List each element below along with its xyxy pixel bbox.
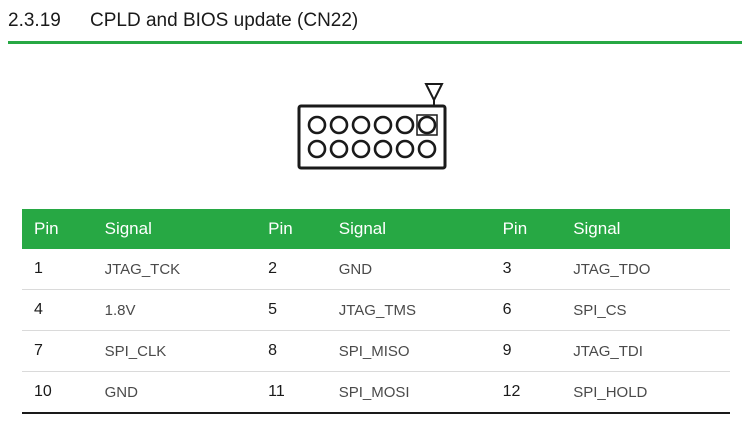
pin-number: 3: [490, 249, 562, 290]
pin1-indicator: [416, 114, 438, 136]
pin-signal: SPI_HOLD: [561, 371, 730, 414]
table-row: 7 SPI_CLK 8 SPI_MISO 9 JTAG_TDI: [22, 330, 730, 372]
pin-number: 9: [490, 330, 562, 372]
pin-signal: JTAG_TDI: [561, 330, 730, 372]
pin-number: 10: [22, 371, 93, 414]
connector-pin: [329, 115, 349, 135]
table-header-row: Pin Signal Pin Signal Pin Signal: [22, 209, 730, 249]
section-header: 2.3.19 CPLD and BIOS update (CN22): [8, 0, 742, 44]
pin-signal: JTAG_TDO: [561, 249, 730, 290]
pin-signal: SPI_MOSI: [326, 371, 491, 414]
header-signal: Signal: [573, 219, 621, 238]
header-signal: Signal: [104, 219, 152, 238]
connector-pin: [373, 139, 393, 159]
pin1-marker-icon: [424, 83, 444, 103]
pin-signal: JTAG_TMS: [326, 289, 491, 331]
header-pin: Pin: [502, 219, 528, 238]
pin-number: 5: [256, 289, 327, 331]
pin-number: 8: [256, 330, 327, 372]
pin-number: 12: [490, 371, 562, 414]
header-pin: Pin: [34, 219, 59, 238]
pin-number: 7: [22, 330, 93, 372]
connector-pin: [307, 115, 327, 135]
pin-signal: GND: [326, 249, 491, 290]
pin-signal: SPI_CS: [561, 289, 730, 331]
connector-pin: [417, 139, 437, 159]
connector-pin: [351, 115, 371, 135]
connector-pin: [307, 139, 327, 159]
header-pin: Pin: [268, 219, 293, 238]
connector-pin: [417, 115, 437, 135]
connector-pin: [351, 139, 371, 159]
pin-signal: SPI_CLK: [92, 330, 257, 372]
pin-number: 6: [490, 289, 562, 331]
pin-signal: SPI_MISO: [326, 330, 491, 372]
pin-number: 1: [22, 249, 93, 290]
section-number: 2.3.19: [8, 10, 61, 31]
connector-diagram: [297, 83, 447, 170]
pin-number: 2: [256, 249, 327, 290]
section-title: CPLD and BIOS update (CN22): [90, 10, 359, 31]
connector-pin: [373, 115, 393, 135]
header-signal: Signal: [338, 219, 387, 238]
table-row: 4 1.8V 5 JTAG_TMS 6 SPI_CS: [22, 289, 730, 331]
connector-pin: [329, 139, 349, 159]
connector-pin: [395, 115, 415, 135]
pin-signal: JTAG_TCK: [92, 249, 257, 290]
table-row: 1 JTAG_TCK 2 GND 3 JTAG_TDO: [22, 249, 730, 290]
pin-signal: 1.8V: [92, 289, 257, 331]
pin-signal: GND: [92, 371, 257, 414]
table-row: 10 GND 11 SPI_MOSI 12 SPI_HOLD: [22, 371, 730, 414]
pin-table: Pin Signal Pin Signal Pin Signal 1 JTAG_…: [22, 209, 730, 414]
pin-grid: [307, 114, 438, 159]
connector-pin: [395, 139, 415, 159]
pin-number: 4: [22, 289, 93, 331]
pin-number: 11: [256, 371, 327, 414]
